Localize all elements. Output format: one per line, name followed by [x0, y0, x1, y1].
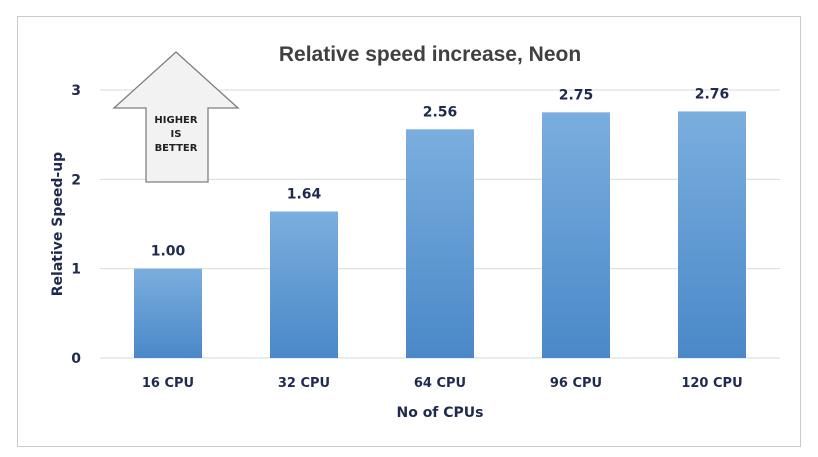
data-label: 1.64	[287, 186, 322, 202]
y-tick-label: 1	[71, 262, 81, 278]
data-label: 2.76	[695, 86, 730, 102]
bar	[406, 129, 474, 358]
y-axis-ticks: 0 1 2 3	[71, 83, 81, 367]
x-tick-label: 32 CPU	[278, 376, 330, 391]
x-tick-label: 120 CPU	[681, 376, 742, 391]
bars	[134, 111, 746, 358]
annotation-line-1: HIGHER	[154, 115, 197, 126]
data-label: 1.00	[151, 244, 186, 260]
up-arrow-icon	[112, 51, 240, 183]
y-axis-title: Relative Speed-up	[50, 152, 66, 296]
bar	[134, 268, 202, 358]
data-label: 2.75	[559, 87, 594, 103]
annotation-line-3: BETTER	[155, 143, 198, 154]
bar	[542, 112, 610, 358]
data-label: 2.56	[423, 104, 458, 120]
chart-title: Relative speed increase, Neon	[279, 43, 581, 66]
y-tick-label: 3	[71, 83, 81, 99]
x-axis-ticks: 16 CPU 32 CPU 64 CPU 96 CPU 120 CPU	[142, 376, 743, 391]
data-labels: 1.00 1.64 2.56 2.75 2.76	[151, 86, 730, 259]
bar	[678, 111, 746, 358]
x-axis-title: No of CPUs	[396, 405, 483, 421]
annotation-line-2: IS	[171, 129, 182, 140]
y-tick-label: 0	[71, 351, 81, 367]
x-tick-label: 16 CPU	[142, 376, 194, 391]
x-tick-label: 96 CPU	[550, 376, 602, 391]
y-tick-label: 2	[71, 172, 81, 188]
higher-is-better-annotation: HIGHER IS BETTER	[112, 51, 240, 183]
x-tick-label: 64 CPU	[414, 376, 466, 391]
bar	[270, 211, 338, 358]
